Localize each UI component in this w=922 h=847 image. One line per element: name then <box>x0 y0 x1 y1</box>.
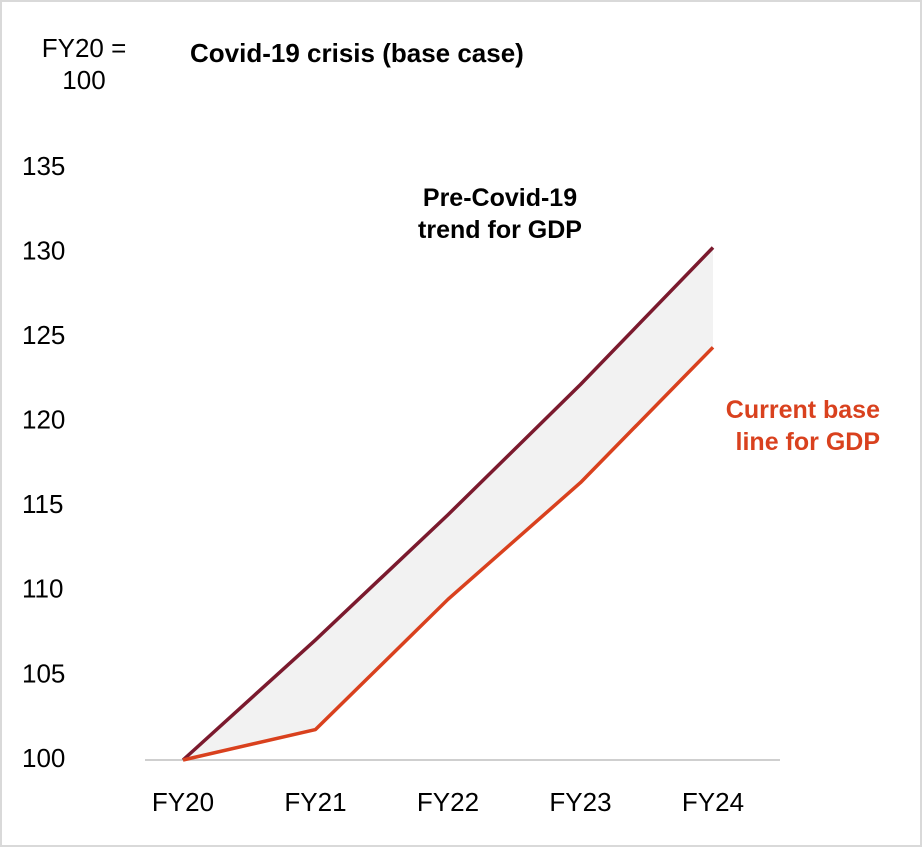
gap-area <box>183 247 713 761</box>
y-tick-label: 100 <box>22 743 65 773</box>
series-label: Pre-Covid-19 trend for GDP <box>418 184 582 244</box>
x-tick-label: FY24 <box>682 787 744 817</box>
series-label: Current base line for GDP <box>725 396 880 456</box>
chart-title: Covid-19 crisis (base case) <box>190 38 524 68</box>
x-tick-label: FY21 <box>284 787 346 817</box>
x-tick-label: FY20 <box>152 787 214 817</box>
y-axis-label: FY20 = 100 <box>41 33 127 95</box>
y-tick-label: 115 <box>22 489 63 519</box>
series-line <box>181 246 715 762</box>
x-tick-label: FY23 <box>549 787 611 817</box>
y-tick-label: 105 <box>22 658 65 688</box>
y-tick-label: 110 <box>22 574 63 604</box>
y-tick-label: 135 <box>22 151 65 181</box>
y-tick-label: 130 <box>22 235 65 265</box>
y-tick-label: 125 <box>22 320 65 350</box>
series-line <box>182 346 715 762</box>
x-tick-label: FY22 <box>417 787 479 817</box>
y-tick-label: 120 <box>22 405 65 435</box>
